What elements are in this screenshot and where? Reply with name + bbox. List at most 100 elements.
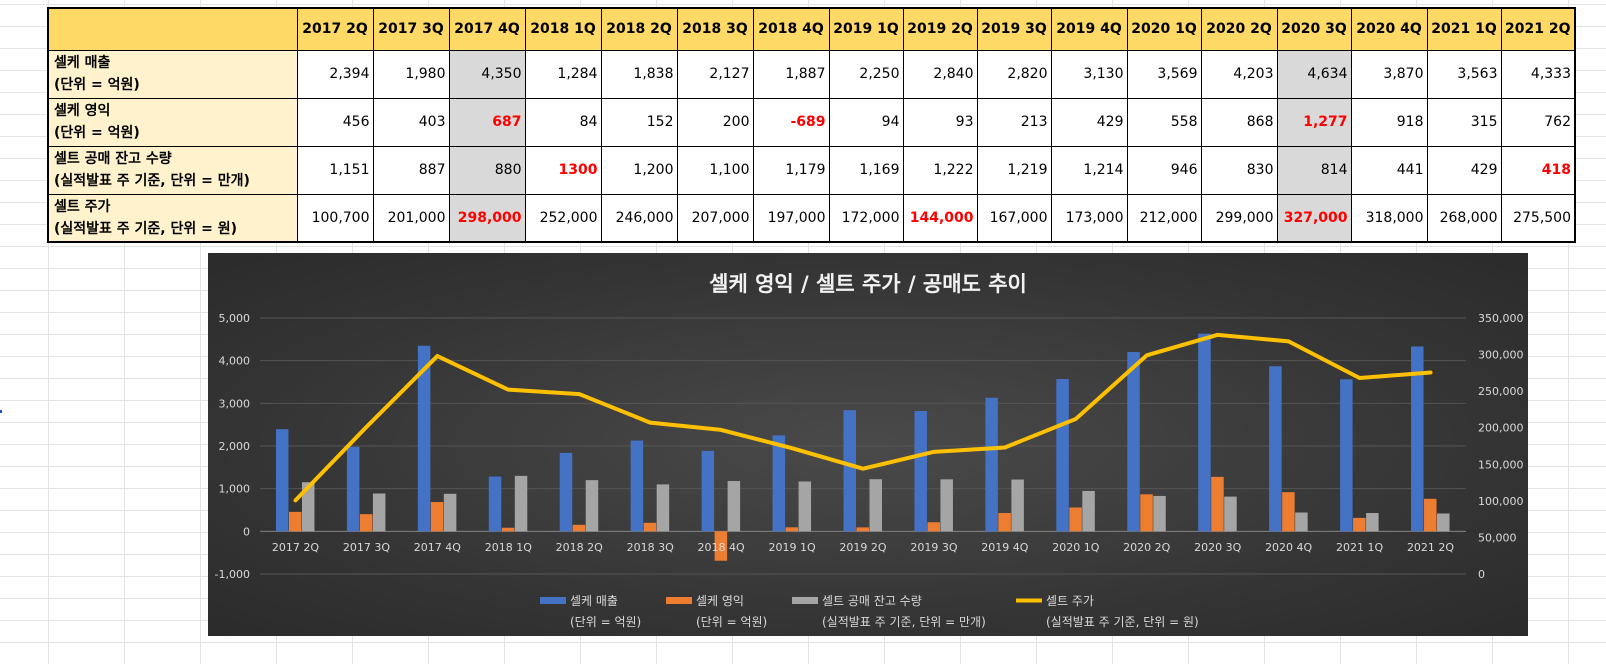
- table-cell[interactable]: 275,500: [1500, 193, 1576, 243]
- column-header[interactable]: 2019 2Q: [902, 7, 978, 51]
- column-header[interactable]: 2019 3Q: [976, 7, 1052, 51]
- table-cell[interactable]: 252,000: [524, 193, 602, 243]
- column-header[interactable]: 2021 2Q: [1500, 7, 1576, 51]
- table-cell[interactable]: 93: [902, 97, 978, 147]
- table-cell[interactable]: 1,151: [296, 145, 374, 195]
- table-cell[interactable]: 1,219: [976, 145, 1052, 195]
- table-cell[interactable]: 200: [676, 97, 754, 147]
- table-cell[interactable]: 3,870: [1350, 49, 1428, 99]
- table-cell[interactable]: 558: [1126, 97, 1202, 147]
- table-cell[interactable]: 1,214: [1050, 145, 1128, 195]
- table-cell[interactable]: 1,277: [1276, 97, 1352, 147]
- column-header[interactable]: 2020 1Q: [1126, 7, 1202, 51]
- combo-chart[interactable]: 셀케 영익 / 셀트 주가 / 공매도 추이 -1,000 0 1,000 2,000 3…: [208, 253, 1528, 636]
- table-cell[interactable]: 94: [828, 97, 904, 147]
- table-cell[interactable]: 144,000: [902, 193, 978, 243]
- table-cell[interactable]: 429: [1050, 97, 1128, 147]
- column-header[interactable]: 2018 3Q: [676, 7, 754, 51]
- table-cell[interactable]: 868: [1200, 97, 1278, 147]
- table-cell[interactable]: 2,127: [676, 49, 754, 99]
- table-cell[interactable]: 4,634: [1276, 49, 1352, 99]
- table-cell[interactable]: 946: [1126, 145, 1202, 195]
- table-cell[interactable]: 2,250: [828, 49, 904, 99]
- row-label[interactable]: 셀케 영익 (단위 = 억원): [47, 97, 298, 147]
- bar-operating-profit: [1069, 507, 1082, 532]
- table-cell[interactable]: 4,350: [448, 49, 526, 99]
- table-cell[interactable]: 173,000: [1050, 193, 1128, 243]
- column-header[interactable]: 2017 4Q: [448, 7, 526, 51]
- table-cell[interactable]: 268,000: [1426, 193, 1502, 243]
- column-header[interactable]: 2018 4Q: [752, 7, 830, 51]
- table-cell[interactable]: 3,563: [1426, 49, 1502, 99]
- table-cell[interactable]: 1,200: [600, 145, 678, 195]
- table-cell[interactable]: 3,130: [1050, 49, 1128, 99]
- bar-sales: [701, 450, 715, 532]
- table-cell[interactable]: 212,000: [1126, 193, 1202, 243]
- row-label[interactable]: 셀트 주가 (실적발표 주 기준, 단위 = 원): [47, 193, 298, 243]
- column-header[interactable]: 2017 3Q: [372, 7, 450, 51]
- table-cell[interactable]: 2,394: [296, 49, 374, 99]
- table-cell[interactable]: 298,000: [448, 193, 526, 243]
- table-cell[interactable]: 172,000: [828, 193, 904, 243]
- table-cell[interactable]: 429: [1426, 145, 1502, 195]
- table-cell[interactable]: 167,000: [976, 193, 1052, 243]
- table-cell[interactable]: 315: [1426, 97, 1502, 147]
- x-tick-label: 2020 3Q: [1194, 541, 1241, 554]
- table-cell[interactable]: 418: [1500, 145, 1576, 195]
- table-cell[interactable]: 814: [1276, 145, 1352, 195]
- table-cell[interactable]: 918: [1350, 97, 1428, 147]
- table-cell[interactable]: 830: [1200, 145, 1278, 195]
- column-header[interactable]: 2019 4Q: [1050, 7, 1128, 51]
- table-cell[interactable]: 2,840: [902, 49, 978, 99]
- table-cell[interactable]: 4,333: [1500, 49, 1576, 99]
- column-header[interactable]: 2018 2Q: [600, 7, 678, 51]
- table-cell[interactable]: 1,222: [902, 145, 978, 195]
- table-cell[interactable]: 687: [448, 97, 526, 147]
- table-cell[interactable]: 84: [524, 97, 602, 147]
- row-label[interactable]: 셀트 공매 잔고 수량 (실적발표 주 기준, 단위 = 만개): [47, 145, 298, 195]
- table-cell[interactable]: 299,000: [1200, 193, 1278, 243]
- table-corner-cell[interactable]: [47, 7, 298, 51]
- table-cell[interactable]: 3,569: [1126, 49, 1202, 99]
- table-row: 셀케 영익 (단위 = 억원) 456 403 687 84 152 200 -689 94 93 2…: [47, 97, 1576, 147]
- table-cell[interactable]: 4,203: [1200, 49, 1278, 99]
- table-cell[interactable]: 1,100: [676, 145, 754, 195]
- table-cell[interactable]: 1,980: [372, 49, 450, 99]
- table-cell[interactable]: 441: [1350, 145, 1428, 195]
- x-tick-label: 2021 1Q: [1336, 541, 1383, 554]
- table-cell[interactable]: 197,000: [752, 193, 830, 243]
- table-cell[interactable]: 880: [448, 145, 526, 195]
- column-header[interactable]: 2017 2Q: [296, 7, 374, 51]
- table-cell[interactable]: 456: [296, 97, 374, 147]
- table-cell[interactable]: 887: [372, 145, 450, 195]
- table-cell[interactable]: 213: [976, 97, 1052, 147]
- table-cell[interactable]: 1,169: [828, 145, 904, 195]
- table-cell[interactable]: 762: [1500, 97, 1576, 147]
- legend-sublabel: (단위 = 억원): [696, 615, 767, 629]
- bar-sales: [1127, 352, 1140, 532]
- table-cell[interactable]: 2,820: [976, 49, 1052, 99]
- row-label[interactable]: 셀케 매출 (단위 = 억원): [47, 49, 298, 99]
- table-cell[interactable]: 1,887: [752, 49, 830, 99]
- table-cell[interactable]: 207,000: [676, 193, 754, 243]
- table-cell[interactable]: 152: [600, 97, 678, 147]
- table-cell[interactable]: 1,179: [752, 145, 830, 195]
- column-header[interactable]: 2020 3Q: [1276, 7, 1352, 51]
- table-cell[interactable]: 201,000: [372, 193, 450, 243]
- table-cell[interactable]: 318,000: [1350, 193, 1428, 243]
- column-header[interactable]: 2020 4Q: [1350, 7, 1428, 51]
- column-header[interactable]: 2021 1Q: [1426, 7, 1502, 51]
- table-cell[interactable]: 327,000: [1276, 193, 1352, 243]
- table-cell[interactable]: 1,838: [600, 49, 678, 99]
- table-cell[interactable]: 403: [372, 97, 450, 147]
- table-cell[interactable]: 1300: [524, 145, 602, 195]
- table-cell[interactable]: 1,284: [524, 49, 602, 99]
- column-header[interactable]: 2019 1Q: [828, 7, 904, 51]
- column-header[interactable]: 2018 1Q: [524, 7, 602, 51]
- table-cell[interactable]: 100,700: [296, 193, 374, 243]
- table-row: 셀트 주가 (실적발표 주 기준, 단위 = 원) 100,700 201,000 29…: [47, 193, 1576, 243]
- column-header[interactable]: 2020 2Q: [1200, 7, 1278, 51]
- table-cell[interactable]: -689: [752, 97, 830, 147]
- table-cell[interactable]: 246,000: [600, 193, 678, 243]
- bar-sales: [985, 397, 998, 532]
